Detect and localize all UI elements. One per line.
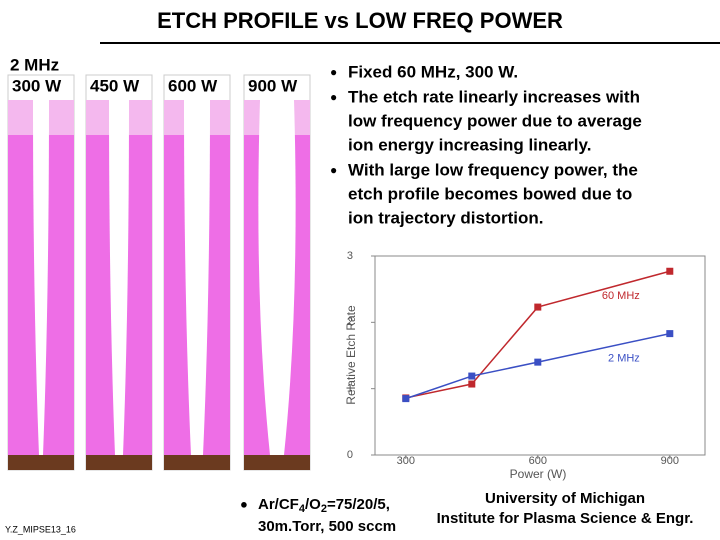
bullet-dot: ●	[240, 496, 248, 511]
bullet-text: ion trajectory distortion.	[348, 208, 544, 227]
bullet-dot: ●	[330, 90, 337, 104]
etch-trench	[258, 100, 296, 455]
data-point	[666, 330, 674, 338]
panel-label: 900 W	[248, 76, 298, 95]
base-layer	[244, 455, 310, 470]
series-label: 2 MHz	[608, 353, 640, 365]
x-tick-label: 900	[661, 455, 679, 467]
series-line	[405, 270, 670, 399]
panel-label: 450 W	[90, 76, 140, 95]
bullet-text: With large low frequency power, the	[348, 160, 638, 179]
bullet-dot: ●	[330, 163, 337, 177]
plot-frame	[374, 255, 706, 456]
bullet-text: ion energy increasing linearly.	[348, 135, 591, 154]
data-point	[468, 372, 476, 380]
base-layer	[164, 455, 230, 470]
footer-id: Y.Z_MIPSE13_16	[5, 524, 76, 534]
bullet-text: low frequency power due to average	[348, 111, 642, 130]
x-tick-label: 300	[397, 455, 415, 467]
conditions-line: 30m.Torr, 500 sccm	[258, 518, 396, 535]
conditions-line: Ar/CF4/O2=75/20/5,	[258, 496, 390, 515]
profile-panels: 300 W 450 W 600 W 900 W	[7, 74, 311, 471]
affiliation: Institute for Plasma Science & Engr.	[437, 510, 694, 527]
y-tick-label: 2	[347, 316, 353, 328]
chart: Relative Etch Rate Power (W) 0 1 2 3 300 600 9…	[344, 250, 706, 481]
y-axis-label: Relative Etch Rate	[344, 305, 358, 405]
bullet-dot: ●	[330, 65, 337, 79]
etch-trench	[33, 100, 49, 455]
x-axis-label: Power (W)	[510, 467, 567, 481]
x-tick-label: 600	[529, 455, 547, 467]
base-layer	[86, 455, 152, 470]
text: /O	[305, 496, 321, 513]
data-point	[534, 303, 542, 311]
etch-trench	[109, 100, 129, 455]
data-point	[534, 358, 542, 366]
y-tick-label: 1	[347, 383, 353, 395]
y-tick-label: 3	[347, 250, 353, 262]
etch-trench	[184, 100, 210, 455]
affiliation: University of Michigan	[485, 490, 645, 507]
text: =75/20/5,	[327, 496, 390, 513]
data-point	[402, 395, 410, 403]
slide-title: ETCH PROFILE vs LOW FREQ POWER	[157, 8, 563, 33]
series-line	[405, 332, 670, 400]
data-point	[666, 267, 674, 275]
y-tick-label: 0	[347, 449, 353, 461]
subscript: 4	[299, 503, 306, 515]
text: Ar/CF	[258, 496, 299, 513]
bullet-text: etch profile becomes bowed due to	[348, 184, 632, 203]
bullet-list: ● Fixed 60 MHz, 300 W. ● The etch rate line…	[330, 62, 642, 227]
subscript: 2	[321, 503, 327, 515]
bullet-text: The etch rate linearly increases with	[348, 87, 640, 106]
panel-label: 600 W	[168, 76, 218, 95]
base-layer	[8, 455, 74, 470]
bullet-text: Fixed 60 MHz, 300 W.	[348, 62, 518, 81]
series-label: 60 MHz	[602, 290, 640, 302]
data-point	[468, 380, 476, 388]
panel-header: 2 MHz	[10, 55, 59, 74]
panel-label: 300 W	[12, 76, 62, 95]
